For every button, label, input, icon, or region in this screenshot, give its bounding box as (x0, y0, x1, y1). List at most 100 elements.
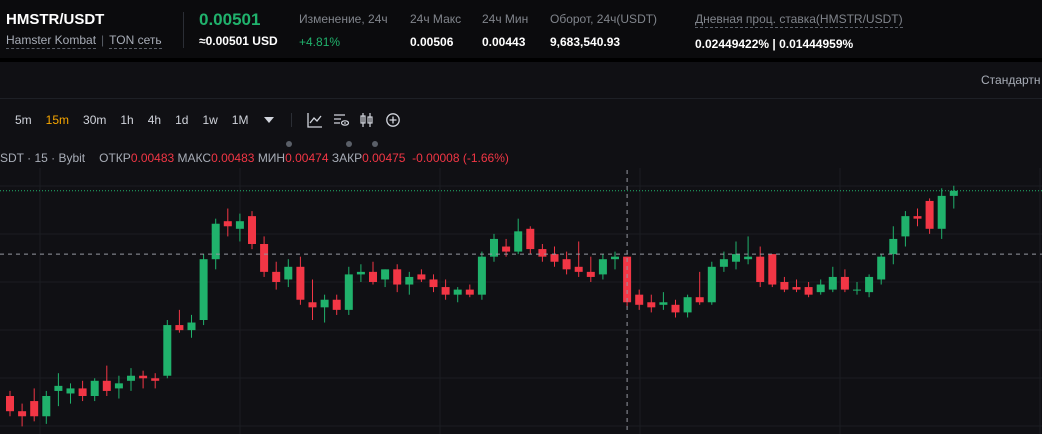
candle-body (187, 322, 196, 331)
candle-body (296, 266, 305, 300)
candle-body (816, 284, 825, 293)
candle-body (78, 388, 87, 396)
timeframe-15m[interactable]: 15m (45, 113, 70, 127)
candles-icon (360, 113, 374, 127)
toolbar-separator (291, 113, 293, 127)
candle-body (42, 396, 51, 417)
candle-body (937, 195, 946, 229)
candle-body (66, 388, 75, 394)
candle-body (719, 259, 728, 267)
candle-body (332, 299, 341, 310)
pane-dot (372, 141, 378, 147)
stat-low-label: 24ч Мин (482, 12, 529, 26)
candle-body (659, 302, 668, 305)
timeframe-4h[interactable]: 4h (147, 113, 162, 127)
candle-body (780, 282, 789, 290)
plus-circle-icon (386, 113, 401, 127)
candle-body (732, 254, 740, 262)
candle-body (865, 276, 874, 293)
candle-body (695, 297, 704, 303)
legend-change-value: -0.00008 (-1.66%) (412, 151, 509, 165)
legend-high-value: 0.00483 (211, 151, 255, 165)
stat-rate: Дневная проц. ставка(HMSTR/USDT) 0.02449… (695, 12, 903, 51)
candle-body (756, 256, 765, 282)
chart-view-standard-tab[interactable]: Стандартн (981, 73, 1041, 87)
candle-body (804, 287, 813, 295)
candle-body (538, 249, 547, 257)
legend-open-label: ОТКР (99, 151, 131, 165)
candle-body (381, 269, 390, 280)
candle-body (235, 221, 244, 229)
chart-settings-icon[interactable] (328, 108, 354, 132)
stat-low: 24ч Мин 0.00443 (482, 12, 528, 49)
pane-dot (346, 141, 352, 147)
stat-high: 24ч Макс 0.00506 (410, 12, 461, 49)
candle-body (768, 254, 777, 285)
candle-body (465, 289, 474, 295)
last-price-usd: ≈0.00501 USD (199, 34, 278, 48)
pair-title[interactable]: HMSTR/USDT (6, 11, 105, 28)
candle-body (840, 276, 849, 290)
candle-body (102, 380, 111, 391)
stat-turnover-value: 9,683,540.93 (550, 35, 621, 49)
candle-body (272, 271, 281, 282)
stat-rate-label[interactable]: Дневная проц. ставка(HMSTR/USDT) (695, 12, 903, 28)
candle-body (635, 294, 644, 305)
candle-body (151, 378, 160, 381)
candle-style-icon[interactable] (354, 108, 380, 132)
candle-body (417, 274, 426, 280)
network-link[interactable]: TON сеть (109, 33, 162, 49)
candle-body (792, 287, 801, 290)
candle-body (877, 256, 886, 280)
pane-dot (286, 141, 292, 147)
pair-subtitle: Hamster Kombat | TON сеть (6, 33, 162, 49)
add-indicator-icon[interactable] (380, 108, 406, 132)
ohlc-legend: SDT · 15 · Bybit ОТКР0.00483 МАКС0.00483 … (0, 151, 509, 165)
timeframe-30m[interactable]: 30m (83, 113, 107, 127)
candle-body (913, 216, 922, 219)
candle-body (550, 254, 559, 262)
candle-body (320, 299, 329, 308)
candle-body (248, 216, 256, 244)
candle-body (393, 269, 402, 285)
candle-body (127, 375, 135, 381)
candle-body (453, 289, 462, 295)
candle-body (163, 325, 172, 376)
candle-body (502, 246, 511, 252)
separator: | (101, 33, 105, 47)
timeframe-1h[interactable]: 1h (120, 113, 134, 127)
stat-high-value: 0.00506 (410, 35, 454, 49)
candle-body (477, 256, 486, 295)
candle-body (514, 231, 523, 252)
candle-body (211, 223, 220, 260)
candle-body (901, 216, 910, 237)
candle-body (284, 266, 293, 280)
project-name-link[interactable]: Hamster Kombat (6, 33, 97, 49)
candle-body (949, 190, 958, 196)
candle-body (405, 276, 414, 285)
candlestick-chart[interactable] (0, 168, 1042, 434)
legend-symbol: SDT · 15 · Bybit (0, 151, 86, 165)
candle-body (562, 259, 571, 270)
stat-change-label: Изменение, 24ч (299, 12, 388, 26)
timeframe-5m[interactable]: 5m (15, 113, 32, 127)
chart-toolbar-divider (0, 98, 1042, 99)
timeframe-1w[interactable]: 1w (202, 113, 218, 127)
timeframe-1M[interactable]: 1M (231, 113, 249, 127)
stat-rate-value: 0.02449422% | 0.01444959% (695, 37, 854, 51)
candle-body (175, 325, 184, 331)
candle-body (744, 256, 753, 260)
market-header: HMSTR/USDT Hamster Kombat | TON сеть 0.005… (0, 0, 1042, 58)
timeframe-1d[interactable]: 1d (175, 113, 189, 127)
timeframe-dropdown-icon[interactable] (255, 108, 281, 132)
candle-body (114, 383, 123, 389)
legend-open-value: 0.00483 (130, 151, 175, 165)
candle-body (683, 297, 692, 313)
stat-low-value: 0.00443 (482, 35, 526, 49)
candle-body (30, 401, 39, 417)
chart-toolbar: 5m 15m 30m 1h 4h 1d 1w 1M (0, 108, 406, 132)
candle-body (54, 385, 63, 391)
stat-change: Изменение, 24ч +4.81% (299, 12, 388, 49)
candle-body (429, 279, 438, 288)
indicators-icon[interactable] (302, 108, 328, 132)
